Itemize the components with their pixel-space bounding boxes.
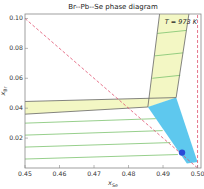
phase-line xyxy=(155,53,183,56)
phase-region xyxy=(148,14,189,107)
y-axis-label: xBr xyxy=(0,86,8,96)
y-tick-label: 0.02 xyxy=(9,134,23,141)
plot-area xyxy=(25,14,198,168)
title: Br--Pb--Se phase diagram xyxy=(68,3,158,11)
phase-line xyxy=(25,98,176,102)
y-tick-label: 0.06 xyxy=(9,74,23,81)
phase-line xyxy=(197,14,198,168)
phase-line xyxy=(25,119,156,123)
y-tick xyxy=(25,78,28,79)
y-tick-label: 0.04 xyxy=(9,104,23,111)
x-tick xyxy=(94,165,95,168)
chart: 0.45 0.46 0.47 0.48 0.49 0.50 0.02 0.04 0.06 0.08… xyxy=(0,0,204,189)
x-tick xyxy=(59,165,60,168)
y-tick xyxy=(25,18,28,19)
x-tick xyxy=(197,165,198,168)
x-axis-label: xSe xyxy=(107,179,118,188)
frame xyxy=(25,14,201,168)
x-tick xyxy=(128,165,129,168)
x-tick xyxy=(25,165,26,168)
x-axis-label-sub: Se xyxy=(112,183,118,188)
y-tick-label: 0.08 xyxy=(9,44,23,51)
annotation: T = 973 K xyxy=(165,18,198,26)
x-tick-label: 0.50 xyxy=(191,170,204,177)
phase-line xyxy=(25,143,170,147)
phase-line xyxy=(25,155,178,159)
phase-line xyxy=(176,14,189,98)
phase-line xyxy=(25,18,198,168)
x-tick-label: 0.48 xyxy=(122,170,136,177)
phase-line xyxy=(157,30,186,33)
x-tick-label: 0.47 xyxy=(87,170,101,177)
phase-line xyxy=(25,131,163,135)
x-tick-label: 0.46 xyxy=(53,170,67,177)
x-tick-label: 0.49 xyxy=(156,170,170,177)
phase-line xyxy=(152,75,180,78)
y-tick xyxy=(25,48,28,49)
y-tick xyxy=(25,138,28,139)
phase-line xyxy=(25,107,148,114)
y-axis-label-sub: Br xyxy=(3,86,8,91)
x-tick xyxy=(163,165,164,168)
y-tick-label: 0.10 xyxy=(9,14,23,21)
x-tick-label: 0.45 xyxy=(18,170,32,177)
point xyxy=(179,149,185,155)
phase-line xyxy=(148,14,160,107)
y-tick xyxy=(25,108,28,109)
